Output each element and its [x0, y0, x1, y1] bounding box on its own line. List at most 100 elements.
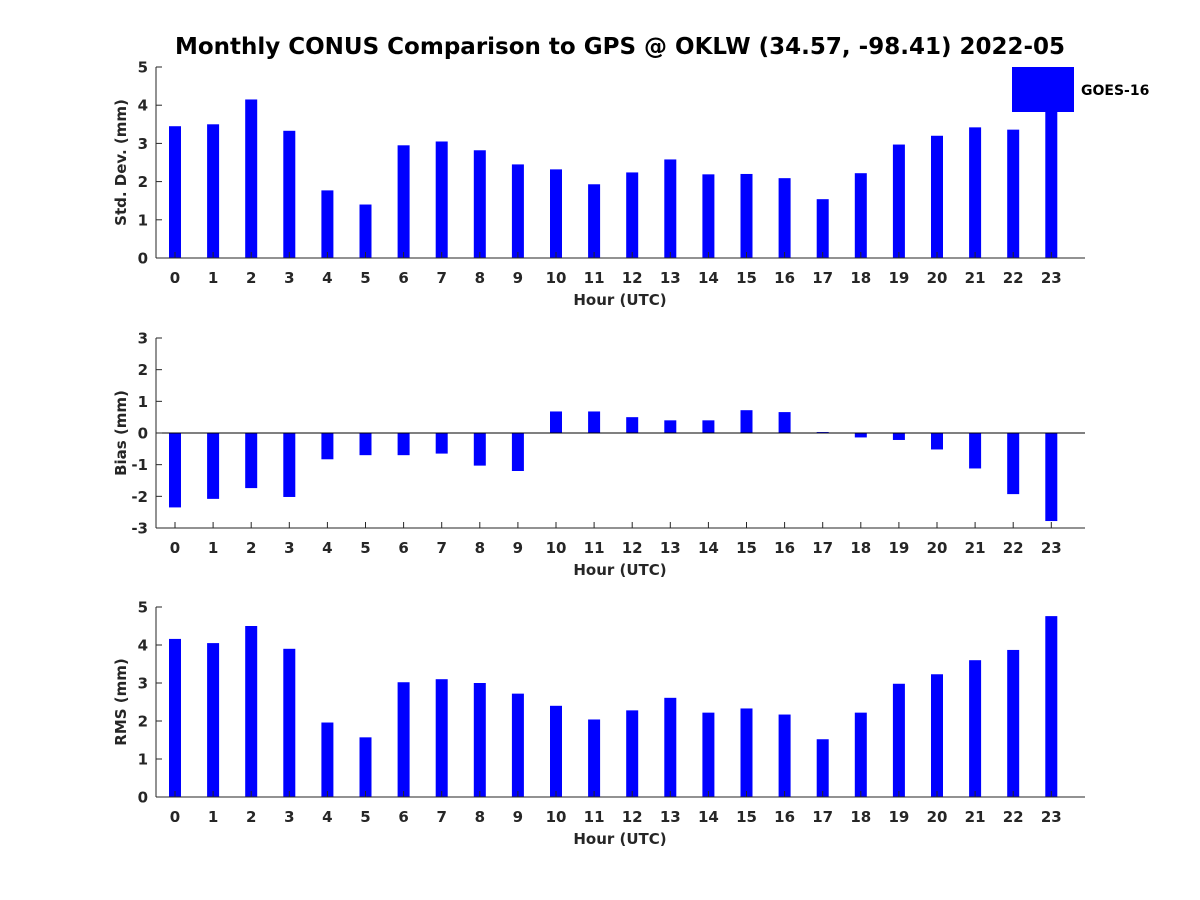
- std-bar-hour-4: [321, 190, 334, 258]
- std-bar-hour-0: [169, 126, 181, 259]
- std-ytick-label: 1: [138, 211, 148, 229]
- std-xtick-label: 6: [398, 269, 408, 287]
- bias-xtick-label: 6: [398, 539, 408, 557]
- rms-xtick-label: 15: [736, 808, 757, 826]
- rms-bar-hour-16: [778, 714, 791, 797]
- bias-xtick-label: 8: [475, 539, 485, 557]
- std-bar-hour-2: [245, 99, 258, 258]
- bias-xtick-label: 20: [927, 539, 948, 557]
- bias-bar-hour-11: [588, 411, 601, 433]
- bias-bar-hour-22: [1007, 433, 1020, 495]
- bias-xtick-label: 17: [812, 539, 833, 557]
- rms-bar-hour-3: [283, 648, 296, 797]
- legend: GOES-16: [1012, 67, 1149, 112]
- std-bar-hour-6: [397, 145, 410, 258]
- rms-bar-hour-21: [969, 660, 982, 797]
- std-xtick-label: 7: [436, 269, 446, 287]
- rms-xtick-label: 2: [246, 808, 256, 826]
- bias-bar-hour-2: [245, 433, 258, 489]
- bias-xtick-label: 22: [1003, 539, 1024, 557]
- bias-x-axis-label: Hour (UTC): [573, 561, 666, 579]
- rms-xtick-label: 4: [322, 808, 332, 826]
- bias-xtick-label: 19: [888, 539, 909, 557]
- std-bar-hour-10: [550, 169, 562, 258]
- std-ytick-label: 0: [138, 250, 148, 268]
- std-bar-hour-21: [969, 127, 982, 258]
- rms-bar-hour-13: [664, 697, 677, 797]
- rms-xtick-label: 14: [698, 808, 719, 826]
- std-bar-hour-12: [626, 172, 639, 258]
- rms-xtick-label: 11: [584, 808, 605, 826]
- std-bar-hour-16: [778, 178, 791, 258]
- rms-xtick-label: 10: [546, 808, 567, 826]
- rms-xtick-label: 12: [622, 808, 643, 826]
- bias-xtick-label: 14: [698, 539, 719, 557]
- std-bar-hour-17: [816, 199, 829, 258]
- rms-bar-hour-19: [892, 683, 905, 797]
- bias-ytick-label: -3: [131, 520, 148, 538]
- std-xtick-label: 10: [546, 269, 567, 287]
- rms-bar-hour-4: [321, 722, 334, 797]
- bias-xtick-label: 10: [546, 539, 567, 557]
- bias-bar-hour-16: [778, 412, 791, 433]
- std-xtick-label: 19: [888, 269, 909, 287]
- std-xtick-label: 8: [475, 269, 485, 287]
- rms-bar-hour-2: [245, 626, 258, 797]
- std-xtick-label: 21: [965, 269, 986, 287]
- bias-y-axis-label: Bias (mm): [112, 390, 130, 476]
- rms-xtick-label: 5: [360, 808, 370, 826]
- std-bar-hour-19: [892, 144, 905, 258]
- rms-xtick-label: 0: [170, 808, 180, 826]
- std-xtick-label: 15: [736, 269, 757, 287]
- std-xtick-label: 4: [322, 269, 332, 287]
- rms-bar-hour-15: [740, 708, 753, 797]
- bias-xtick-label: 13: [660, 539, 681, 557]
- bias-bar-hour-6: [397, 433, 410, 456]
- rms-bar-hour-7: [435, 679, 448, 797]
- bias-bar-hour-23: [1045, 433, 1058, 522]
- std-xtick-label: 16: [774, 269, 795, 287]
- bias-xtick-label: 0: [170, 539, 180, 557]
- std-ytick-label: 5: [138, 59, 148, 77]
- bias-bar-hour-18: [854, 433, 867, 438]
- legend-label: GOES-16: [1081, 83, 1149, 99]
- rms-bar-hour-10: [550, 705, 562, 797]
- bias-ytick-label: -2: [131, 488, 148, 506]
- std-xtick-label: 12: [622, 269, 643, 287]
- rms-xtick-label: 16: [774, 808, 795, 826]
- rms-xtick-label: 19: [888, 808, 909, 826]
- rms-x-axis-label: Hour (UTC): [573, 830, 666, 848]
- bias-ytick-label: -1: [131, 456, 148, 474]
- rms-ytick-label: 4: [138, 637, 148, 655]
- std-xtick-label: 9: [513, 269, 523, 287]
- std-bar-hour-9: [511, 164, 524, 258]
- bias-xtick-label: 18: [850, 539, 871, 557]
- bias-xtick-label: 11: [584, 539, 605, 557]
- bias-xtick-label: 15: [736, 539, 757, 557]
- rms-xtick-label: 8: [475, 808, 485, 826]
- std-xtick-label: 0: [170, 269, 180, 287]
- bias-xtick-label: 4: [322, 539, 332, 557]
- bias-xtick-label: 16: [774, 539, 795, 557]
- rms-bar-hour-20: [931, 674, 943, 797]
- rms-ytick-label: 2: [138, 713, 148, 731]
- std-xtick-label: 13: [660, 269, 681, 287]
- std-bar-hour-20: [931, 135, 943, 258]
- rms-ytick-label: 1: [138, 751, 148, 769]
- std-xtick-label: 1: [208, 269, 218, 287]
- std-ytick-label: 3: [138, 135, 148, 153]
- bias-bar-hour-19: [892, 433, 905, 440]
- bias-ytick-label: 3: [138, 330, 148, 348]
- rms-bar-hour-18: [854, 712, 867, 797]
- std-bar-hour-3: [283, 130, 296, 258]
- bias-xtick-label: 3: [284, 539, 294, 557]
- bias-xtick-label: 21: [965, 539, 986, 557]
- rms-bar-hour-11: [588, 719, 601, 797]
- std-bar-hour-15: [740, 173, 753, 258]
- std-xtick-label: 5: [360, 269, 370, 287]
- bias-xtick-label: 23: [1041, 539, 1062, 557]
- rms-xtick-label: 17: [812, 808, 833, 826]
